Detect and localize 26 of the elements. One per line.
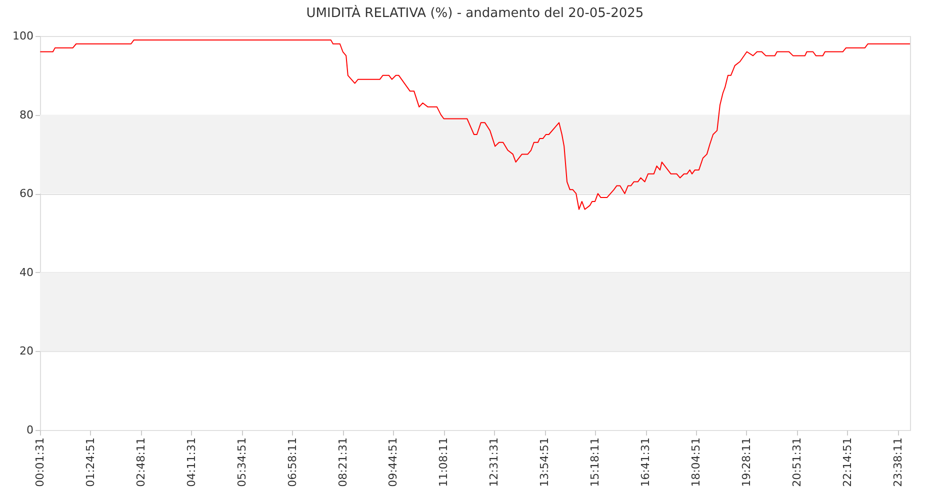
x-tick-label: 23:38:11 — [891, 438, 904, 487]
x-tick-label: 06:58:11 — [286, 438, 299, 487]
y-tick-label: 40 — [20, 266, 34, 279]
y-tick-label: 0 — [26, 424, 34, 436]
x-tick-label: 08:21:31 — [336, 438, 350, 487]
y-tick-label: 20 — [20, 344, 34, 358]
x-tick-label: 02:48:11 — [134, 438, 148, 487]
chart-title: UMIDITÀ RELATIVA (%) - andamento del 20-05-2025 — [306, 4, 644, 21]
line-series — [40, 39, 910, 210]
x-tick-label: 05:34:51 — [235, 438, 248, 487]
x-tick-label: 19:28:11 — [740, 438, 753, 487]
x-tick-label: 13:54:51 — [538, 438, 552, 487]
x-tick-label: 16:41:31 — [639, 438, 652, 487]
y-tick-label: 60 — [20, 187, 34, 200]
x-tick-label: 01:24:51 — [84, 438, 97, 487]
x-tick-label: 18:04:51 — [690, 438, 703, 487]
y-tick-label: 80 — [20, 108, 34, 122]
x-tick-label: 20:51:31 — [790, 438, 804, 487]
x-tick-label: 09:44:51 — [386, 438, 400, 487]
x-tick-label: 22:14:51 — [840, 438, 854, 487]
x-tick-label: 04:11:31 — [184, 438, 198, 487]
x-tick-label: 00:01:31 — [34, 438, 46, 487]
x-tick-label: 12:31:31 — [488, 438, 501, 487]
x-tick-label: 15:18:11 — [588, 438, 602, 487]
x-tick-label: 11:08:11 — [437, 438, 450, 487]
y-tick-label: 100 — [12, 30, 34, 42]
